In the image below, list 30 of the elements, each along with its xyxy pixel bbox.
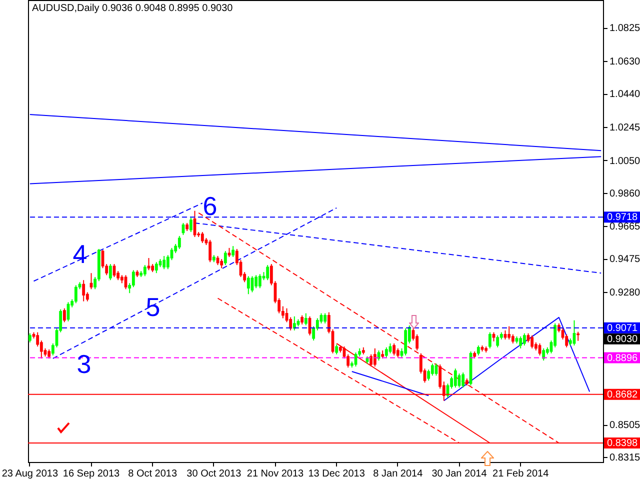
y-tick-label: 0.9665 bbox=[610, 222, 640, 233]
x-tick-label: 21 Feb 2014 bbox=[492, 468, 550, 480]
y-tick-label: 0.9475 bbox=[610, 254, 640, 266]
text: 0.9030 bbox=[607, 334, 638, 345]
y-tick-label: 0.9860 bbox=[610, 188, 640, 200]
annotation: 3 bbox=[76, 349, 92, 379]
y-tick-label: 1.0050 bbox=[610, 156, 640, 167]
x-tick-label: 30 Jan 2014 bbox=[432, 468, 488, 480]
x-tick-label: 8 Jan 2014 bbox=[373, 468, 424, 480]
x-tick-label: 30 Oct 2013 bbox=[186, 468, 242, 480]
ref-line-label: 0.8398 bbox=[607, 438, 638, 450]
ref-line-label: 0.9718 bbox=[607, 212, 638, 224]
x-tick-label: 8 Oct 2013 bbox=[128, 468, 178, 480]
ref-line-label: 0.8896 bbox=[607, 352, 638, 364]
y-tick-label: 1.0440 bbox=[610, 89, 640, 100]
x-tick-label: 13 Dec 2013 bbox=[308, 468, 366, 480]
x-tick-label: 23 Aug 2013 bbox=[2, 468, 58, 480]
y-tick-label: 0.8315 bbox=[610, 452, 640, 464]
y-tick-label: 0.9280 bbox=[610, 288, 640, 299]
ref-line-label: 0.8682 bbox=[607, 389, 638, 400]
annotation: 4 bbox=[72, 239, 88, 269]
y-tick-label: 1.0825 bbox=[610, 23, 640, 34]
chart-title: AUDUSD,Daily 0.9036 0.9048 0.8995 0.9030 bbox=[32, 3, 234, 14]
x-tick-label: 21 Nov 2013 bbox=[246, 468, 304, 480]
y-tick-label: 1.0630 bbox=[610, 56, 640, 68]
annotation: 6 bbox=[202, 191, 218, 221]
ref-line-label: 0.9071 bbox=[607, 322, 638, 334]
y-tick-label: 1.0245 bbox=[610, 122, 640, 134]
x-tick-label: 16 Sep 2013 bbox=[62, 468, 120, 480]
y-tick-label: 0.8505 bbox=[610, 420, 640, 432]
